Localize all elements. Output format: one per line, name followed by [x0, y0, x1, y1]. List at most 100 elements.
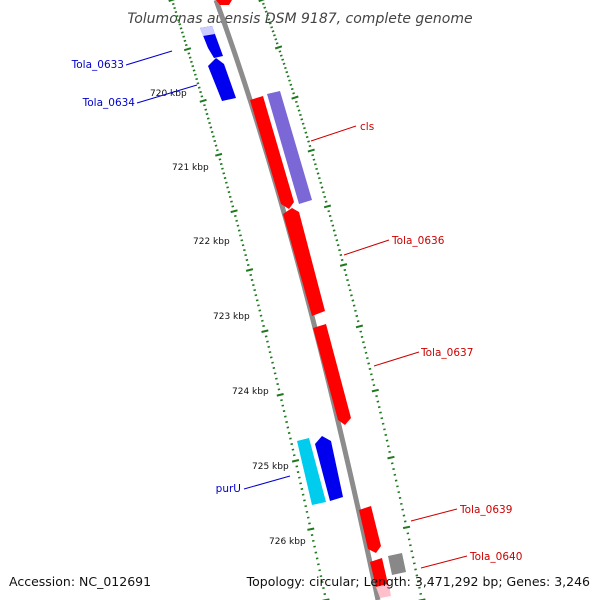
- gene-feature-tola-0640[interactable]: [370, 558, 388, 587]
- minor-tick: [348, 289, 352, 292]
- minor-tick: [273, 372, 277, 375]
- minor-tick: [236, 224, 240, 227]
- minor-tick: [317, 563, 320, 566]
- gene-feature-cls-red[interactable]: [250, 96, 294, 209]
- minor-tick: [175, 15, 179, 18]
- major-tick: [199, 98, 207, 103]
- minor-tick: [227, 191, 231, 194]
- minor-tick: [416, 580, 420, 583]
- major-tick: [261, 329, 269, 333]
- gene-label-tola-0637[interactable]: Tola_0637: [420, 347, 473, 359]
- minor-tick: [380, 417, 384, 420]
- minor-tick: [223, 176, 227, 180]
- minor-tick: [312, 158, 316, 161]
- gene-feature-gray[interactable]: [388, 553, 406, 575]
- gene-feature-tola-0639[interactable]: [359, 506, 381, 553]
- minor-tick: [221, 167, 224, 170]
- gene-label-puru[interactable]: purU: [216, 483, 241, 495]
- minor-tick: [362, 341, 365, 344]
- gene-label-cls[interactable]: cls: [360, 121, 374, 133]
- kbp-label: 721 kbp: [172, 163, 209, 173]
- minor-tick: [323, 593, 327, 596]
- minor-tick: [334, 234, 337, 237]
- minor-tick: [233, 214, 237, 218]
- minor-tick: [251, 284, 255, 287]
- minor-tick: [366, 357, 369, 360]
- minor-tick: [300, 118, 304, 121]
- minor-tick: [412, 562, 416, 565]
- minor-tick: [356, 320, 360, 323]
- minor-tick: [330, 219, 333, 222]
- minor-tick: [271, 30, 275, 33]
- major-tick: [371, 388, 379, 393]
- minor-tick: [197, 86, 201, 89]
- gene-label-tola-0633[interactable]: Tola_0633: [71, 59, 124, 71]
- major-tick: [258, 0, 265, 3]
- minor-tick: [244, 254, 248, 257]
- minor-tick: [290, 443, 294, 446]
- accession-text: Accession: NC_012691: [9, 574, 151, 589]
- minor-tick: [335, 239, 339, 242]
- gene-label-tola-0634[interactable]: Tola_0634: [82, 97, 136, 109]
- gene-label-tola-0640[interactable]: Tola_0640: [469, 551, 522, 563]
- minor-tick: [304, 131, 308, 134]
- minor-tick: [407, 538, 411, 541]
- minor-tick: [281, 58, 285, 61]
- minor-tick: [327, 210, 331, 213]
- minor-tick: [271, 361, 274, 364]
- minor-tick: [195, 77, 199, 81]
- minor-tick: [300, 487, 304, 491]
- minor-tick: [351, 299, 355, 302]
- minor-tick: [368, 367, 372, 370]
- gene-feature-pink[interactable]: [376, 584, 391, 598]
- minor-tick: [281, 404, 285, 407]
- minor-tick: [200, 95, 204, 98]
- minor-tick: [275, 42, 279, 45]
- minor-tick: [212, 135, 215, 138]
- minor-tick: [296, 471, 300, 474]
- kbp-label: 722 kbp: [193, 237, 230, 247]
- minor-tick: [257, 304, 260, 307]
- minor-tick: [415, 574, 419, 577]
- minor-tick: [266, 14, 269, 17]
- minor-tick: [343, 268, 347, 272]
- minor-tick: [289, 437, 292, 440]
- minor-tick: [331, 224, 335, 227]
- gene-feature-cls-purple[interactable]: [267, 91, 312, 204]
- minor-tick: [255, 299, 259, 302]
- minor-tick: [219, 162, 223, 166]
- major-tick: [230, 209, 238, 214]
- major-tick: [291, 95, 299, 100]
- minor-tick: [239, 234, 242, 237]
- minor-tick: [270, 26, 274, 29]
- minor-tick: [322, 587, 325, 590]
- kbp-label: 726 kbp: [269, 537, 306, 547]
- gene-feature-tola-0633-highlight: [200, 26, 215, 36]
- gene-feature-tola-0637[interactable]: [313, 324, 351, 425]
- minor-tick: [396, 485, 399, 488]
- gene-label-tola-0636[interactable]: Tola_0636: [391, 235, 445, 247]
- minor-tick: [259, 314, 263, 317]
- minor-tick: [242, 249, 246, 252]
- minor-tick: [266, 340, 269, 343]
- minor-tick: [246, 263, 250, 267]
- minor-tick: [402, 514, 406, 517]
- minor-tick: [192, 69, 196, 72]
- minor-tick: [254, 294, 258, 297]
- minor-tick: [322, 191, 325, 194]
- gene-feature-puru-blue[interactable]: [315, 436, 343, 501]
- leader-line: [136, 84, 198, 104]
- minor-tick: [314, 551, 318, 554]
- gene-label-tola-0639[interactable]: Tola_0639: [459, 504, 512, 516]
- gene-feature-tola-0634[interactable]: [208, 58, 236, 101]
- minor-tick: [390, 462, 394, 465]
- minor-tick: [393, 473, 397, 476]
- minor-tick: [205, 112, 209, 116]
- minor-tick: [311, 539, 315, 542]
- gene-feature-partial-top[interactable]: [216, 0, 232, 5]
- gene-feature-tola-0636[interactable]: [283, 208, 325, 316]
- gene-feature-puru-cyan[interactable]: [297, 438, 326, 505]
- minor-tick: [174, 10, 178, 14]
- minor-tick: [316, 172, 320, 175]
